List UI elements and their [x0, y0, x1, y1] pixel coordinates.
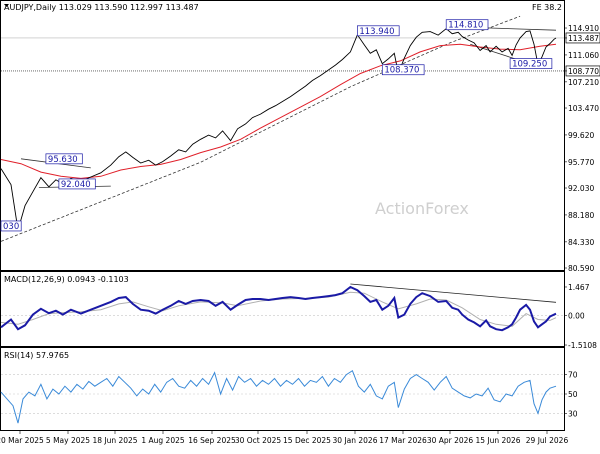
price-tick-label: 84.330	[568, 238, 594, 247]
date-tick-label: 16 Sep 2025	[188, 436, 236, 445]
price-annotation: 114.810	[445, 19, 489, 31]
annotation-label: 95.630	[48, 155, 78, 165]
price-annotations: 95.630 92.040 030 113.940 108.370 114.810 109.…	[0, 19, 553, 232]
date-tick-label: 20 Mar 2025	[0, 436, 44, 445]
price-line	[0, 28, 557, 231]
rsi-line	[0, 369, 557, 424]
rsi-panel-frame	[0, 347, 565, 431]
date-tick-label: 17 Mar 2026	[379, 436, 427, 445]
date-tick-label: 15 Jun 2026	[475, 436, 520, 445]
rsi-lines	[0, 369, 564, 424]
chevron-down-icon[interactable]	[4, 4, 9, 7]
price-tick-label: 111.060	[568, 51, 599, 60]
rsi-panel-title: RSI(14) 57.9765	[4, 351, 69, 360]
price-panel-frame	[0, 0, 565, 271]
macd-lines	[0, 283, 564, 332]
annotation-box	[509, 58, 553, 69]
rsi-tick-label: 50	[568, 390, 578, 399]
macd-panel-frame	[0, 271, 565, 347]
price-annotation: 95.630	[45, 153, 83, 165]
macd-divergence-line	[350, 283, 557, 303]
price-tick-label: 99.620	[568, 131, 594, 140]
price-tick-label: 92.030	[568, 184, 594, 193]
date-tick-label: 30 Jan 2026	[333, 436, 378, 445]
annotation-box	[45, 153, 83, 165]
price-tick-label: 95.770	[568, 158, 594, 167]
rsi-tick-label: 70	[568, 371, 578, 380]
macd-tick-label: 0.00	[568, 312, 585, 321]
price-lines	[0, 15, 557, 242]
date-tick-label: 30 Apr 2026	[427, 436, 474, 445]
date-axis: 20 Mar 2025 5 May 2025 18 Jun 2025 1 Aug 20…	[0, 431, 568, 445]
annotation-box	[0, 220, 22, 232]
price-tick-label: 107.210	[568, 78, 599, 87]
date-tick-label: 5 May 2025	[46, 436, 90, 445]
price-panel-title: AUDJPY,Daily 113.029 113.590 112.997 113…	[4, 3, 199, 12]
price-tick-label: 88.180	[568, 211, 594, 220]
date-tick-label: 30 Oct 2025	[235, 436, 282, 445]
macd-tick-label: -1.5108	[568, 341, 597, 350]
annotation-label: 030	[3, 222, 19, 232]
rsi-axis: 70 50 30	[564, 371, 578, 418]
price-annotation: 109.250	[509, 58, 553, 70]
watermark: ActionForex	[375, 199, 469, 218]
price-annotation: 108.370	[381, 64, 425, 76]
annotation-label: 92.040	[61, 180, 91, 190]
price-tick-label: 80.590	[568, 264, 594, 273]
date-tick-label: 18 Jun 2025	[92, 436, 137, 445]
price-tick-label: 113.487	[568, 34, 599, 43]
annotation-label: 109.250	[512, 60, 547, 70]
price-tick-label: 114.910	[568, 24, 599, 33]
annotation-label: 108.370	[384, 66, 419, 76]
rsi-tick-label: 30	[568, 409, 578, 418]
macd-tick-label: 1.467	[568, 283, 590, 292]
annotation-box	[357, 25, 400, 37]
price-gridlines	[1, 37, 564, 72]
rising-trendline	[0, 15, 521, 242]
price-annotation: 030	[0, 220, 22, 232]
price-tick-label: 108.770	[568, 67, 599, 76]
moving-average-line	[0, 43, 557, 179]
corner-label: FE 38.2	[532, 3, 562, 12]
macd-line	[0, 285, 557, 332]
macd-axis: 1.467 0.00 -1.5108	[564, 283, 597, 350]
date-tick-label: 29 Jul 2026	[526, 436, 569, 445]
price-annotation: 92.040	[58, 178, 96, 190]
annotation-box	[58, 178, 96, 190]
macd-panel-title: MACD(12,26,9) 0.0943 -0.1103	[4, 275, 129, 284]
date-tick-label: 1 Aug 2025	[141, 436, 184, 445]
date-tick-label: 15 Dec 2025	[283, 436, 331, 445]
annotation-label: 113.940	[359, 27, 394, 37]
price-annotation: 113.940	[357, 25, 400, 37]
annotation-box	[445, 19, 489, 31]
price-tick-label: 103.470	[568, 104, 599, 113]
annotation-label: 114.810	[448, 21, 483, 31]
annotation-box	[381, 64, 425, 76]
